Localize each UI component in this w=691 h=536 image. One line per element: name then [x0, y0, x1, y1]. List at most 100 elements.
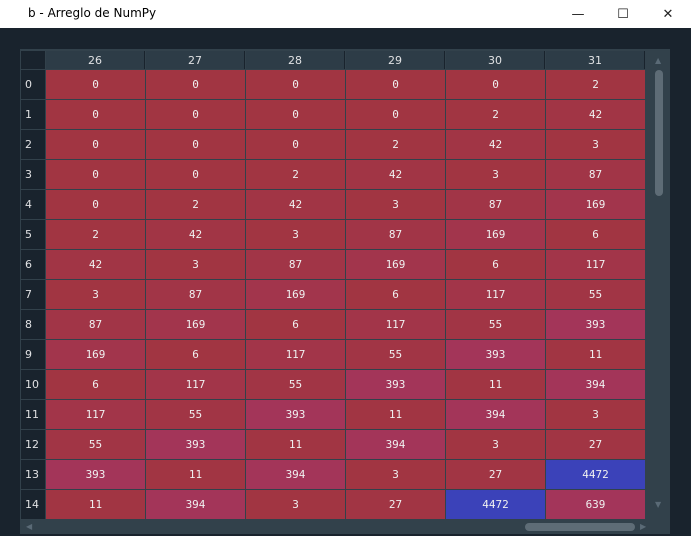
column-header[interactable]: 28	[246, 51, 345, 69]
table-cell[interactable]: 639	[546, 490, 645, 519]
row-header[interactable]: 7	[21, 280, 45, 309]
horizontal-scrollbar[interactable]: ◀ ▶	[24, 520, 650, 534]
table-cell[interactable]: 11	[446, 370, 545, 399]
table-cell[interactable]: 0	[146, 70, 245, 99]
table-cell[interactable]: 2	[546, 70, 645, 99]
table-cell[interactable]: 0	[146, 160, 245, 189]
scroll-right-icon[interactable]: ▶	[640, 522, 647, 531]
table-cell[interactable]: 3	[246, 220, 345, 249]
table-cell[interactable]: 0	[46, 190, 145, 219]
row-header[interactable]: 6	[21, 250, 45, 279]
table-cell[interactable]: 27	[446, 460, 545, 489]
table-cell[interactable]: 2	[46, 220, 145, 249]
table-cell[interactable]: 11	[46, 490, 145, 519]
row-header[interactable]: 9	[21, 340, 45, 369]
table-cell[interactable]: 6	[246, 310, 345, 339]
table-cell[interactable]: 42	[246, 190, 345, 219]
maximize-button[interactable]: ☐	[617, 6, 629, 22]
row-header[interactable]: 8	[21, 310, 45, 339]
table-cell[interactable]: 87	[446, 190, 545, 219]
row-header[interactable]: 13	[21, 460, 45, 489]
table-cell[interactable]: 394	[546, 370, 645, 399]
scroll-down-icon[interactable]: ▼	[655, 500, 662, 509]
column-header[interactable]: 26	[46, 51, 145, 69]
table-cell[interactable]: 55	[346, 340, 445, 369]
table-cell[interactable]: 117	[246, 340, 345, 369]
table-cell[interactable]: 117	[346, 310, 445, 339]
row-header[interactable]: 14	[21, 490, 45, 519]
table-cell[interactable]: 3	[446, 160, 545, 189]
table-cell[interactable]: 11	[346, 400, 445, 429]
table-cell[interactable]: 3	[446, 430, 545, 459]
table-cell[interactable]: 4472	[446, 490, 545, 519]
table-cell[interactable]: 0	[346, 100, 445, 129]
vertical-scrollbar[interactable]: ▲ ▼	[652, 55, 666, 511]
table-cell[interactable]: 42	[346, 160, 445, 189]
table-cell[interactable]: 3	[246, 490, 345, 519]
vertical-scroll-thumb[interactable]	[655, 70, 663, 196]
table-cell[interactable]: 3	[546, 400, 645, 429]
table-cell[interactable]: 0	[146, 100, 245, 129]
table-cell[interactable]: 87	[546, 160, 645, 189]
table-cell[interactable]: 0	[246, 100, 345, 129]
table-cell[interactable]: 0	[46, 100, 145, 129]
table-cell[interactable]: 87	[346, 220, 445, 249]
table-cell[interactable]: 169	[146, 310, 245, 339]
table-cell[interactable]: 394	[346, 430, 445, 459]
row-header[interactable]: 0	[21, 70, 45, 99]
table-cell[interactable]: 3	[546, 130, 645, 159]
scroll-left-icon[interactable]: ◀	[26, 522, 33, 531]
table-cell[interactable]: 11	[546, 340, 645, 369]
table-cell[interactable]: 0	[46, 160, 145, 189]
table-cell[interactable]: 2	[446, 100, 545, 129]
column-header[interactable]: 30	[446, 51, 545, 69]
table-cell[interactable]: 11	[146, 460, 245, 489]
table-cell[interactable]: 0	[146, 130, 245, 159]
table-cell[interactable]: 55	[546, 280, 645, 309]
table-cell[interactable]: 27	[346, 490, 445, 519]
row-header[interactable]: 4	[21, 190, 45, 219]
table-cell[interactable]: 169	[246, 280, 345, 309]
table-cell[interactable]: 42	[146, 220, 245, 249]
table-cell[interactable]: 393	[146, 430, 245, 459]
table-cell[interactable]: 6	[446, 250, 545, 279]
table-cell[interactable]: 55	[146, 400, 245, 429]
close-button[interactable]: ✕	[662, 6, 674, 22]
table-cell[interactable]: 0	[46, 70, 145, 99]
row-header[interactable]: 2	[21, 130, 45, 159]
table-cell[interactable]: 393	[346, 370, 445, 399]
table-cell[interactable]: 393	[446, 340, 545, 369]
row-header[interactable]: 3	[21, 160, 45, 189]
row-header[interactable]: 11	[21, 400, 45, 429]
table-cell[interactable]: 394	[146, 490, 245, 519]
table-cell[interactable]: 6	[146, 340, 245, 369]
table-cell[interactable]: 0	[446, 70, 545, 99]
table-cell[interactable]: 393	[246, 400, 345, 429]
table-cell[interactable]: 55	[446, 310, 545, 339]
table-cell[interactable]: 394	[446, 400, 545, 429]
table-cell[interactable]: 2	[146, 190, 245, 219]
table-cell[interactable]: 169	[546, 190, 645, 219]
table-cell[interactable]: 3	[46, 280, 145, 309]
column-header[interactable]: 31	[546, 51, 645, 69]
table-cell[interactable]: 6	[46, 370, 145, 399]
table-cell[interactable]: 117	[46, 400, 145, 429]
table-cell[interactable]: 117	[446, 280, 545, 309]
table-cell[interactable]: 3	[346, 190, 445, 219]
table-cell[interactable]: 169	[46, 340, 145, 369]
table-cell[interactable]: 87	[246, 250, 345, 279]
table-cell[interactable]: 2	[346, 130, 445, 159]
table-cell[interactable]: 169	[446, 220, 545, 249]
table-cell[interactable]: 4472	[546, 460, 645, 489]
table-cell[interactable]: 11	[246, 430, 345, 459]
table-cell[interactable]: 55	[46, 430, 145, 459]
table-cell[interactable]: 27	[546, 430, 645, 459]
table-cell[interactable]: 6	[346, 280, 445, 309]
row-header[interactable]: 10	[21, 370, 45, 399]
row-header[interactable]: 12	[21, 430, 45, 459]
table-cell[interactable]: 393	[46, 460, 145, 489]
table-cell[interactable]: 0	[346, 70, 445, 99]
table-cell[interactable]: 3	[346, 460, 445, 489]
row-header[interactable]: 1	[21, 100, 45, 129]
table-cell[interactable]: 87	[146, 280, 245, 309]
